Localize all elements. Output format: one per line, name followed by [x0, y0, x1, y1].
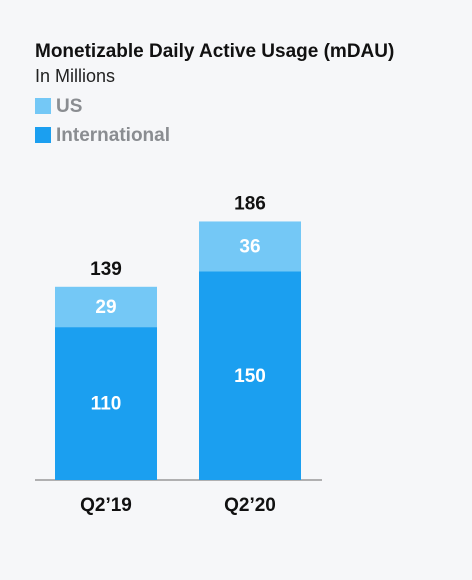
value-label: 150	[234, 366, 266, 387]
bar-segment	[55, 327, 157, 480]
x-tick-label: Q2’20	[224, 495, 276, 516]
bar-segment	[199, 271, 301, 480]
total-label: 186	[234, 193, 266, 214]
legend-swatch	[35, 127, 51, 143]
bar-segment	[55, 286, 157, 328]
chart-subtitle: In Millions	[35, 66, 115, 86]
total-label: 139	[90, 259, 122, 280]
value-label: 110	[91, 394, 122, 415]
x-tick-label: Q2’19	[80, 495, 132, 516]
value-label: 29	[95, 297, 116, 318]
legend-swatch	[35, 98, 51, 114]
bar-segment	[199, 221, 301, 272]
chart-title: Monetizable Daily Active Usage (mDAU)	[35, 41, 394, 62]
value-label: 36	[239, 236, 260, 257]
legend-label: US	[56, 96, 82, 117]
legend-label: International	[56, 125, 170, 146]
